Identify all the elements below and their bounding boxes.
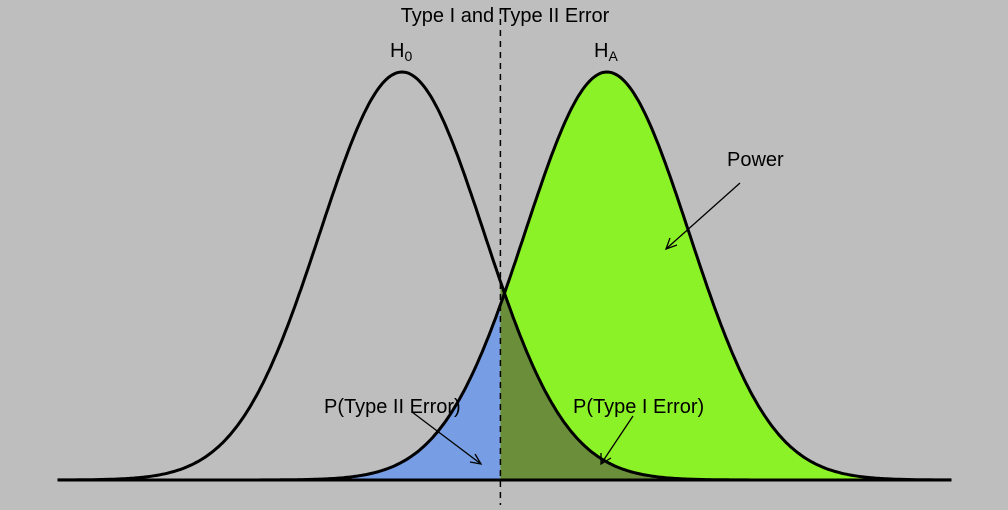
type-ii-error-label: P(Type II Error)	[324, 396, 461, 418]
h0-label: H0	[390, 40, 412, 64]
type-i-error-label: P(Type I Error)	[573, 396, 704, 418]
type-ii-error-area	[57, 304, 501, 480]
power-arrow	[665, 182, 741, 250]
type-i-error-area	[500, 281, 952, 480]
power-area	[500, 72, 952, 480]
type-ii-arrow	[411, 411, 482, 465]
ha-label: HA	[594, 40, 618, 64]
power-arrowhead	[664, 237, 678, 251]
ha-curve	[57, 70, 952, 482]
power-label: Power	[727, 149, 784, 171]
type-ii-arrowhead	[469, 453, 483, 465]
type-i-arrowhead	[600, 453, 612, 466]
diagram-title: Type I and Type II Error	[401, 5, 610, 27]
type-i-arrow	[600, 415, 634, 465]
